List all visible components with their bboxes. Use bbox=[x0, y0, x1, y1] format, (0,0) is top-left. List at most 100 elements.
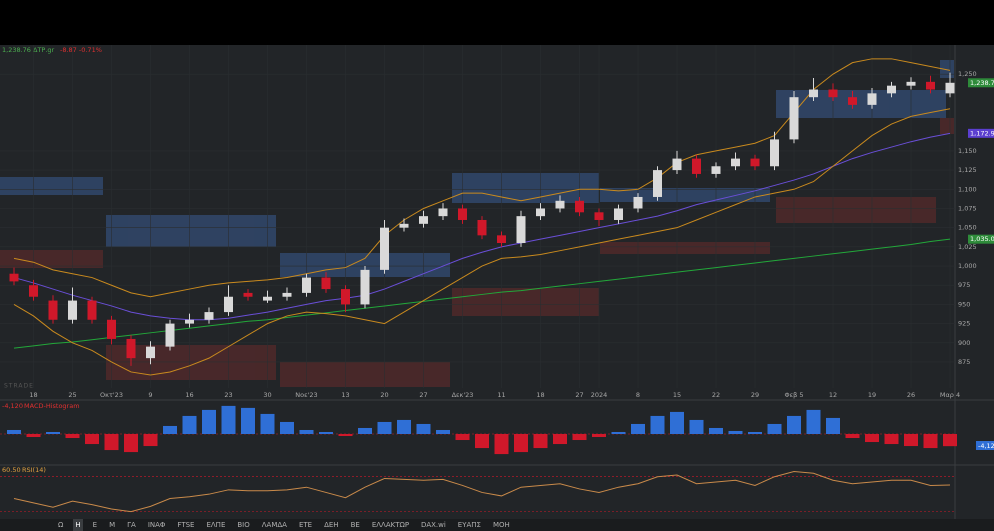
candle-body bbox=[887, 85, 896, 94]
histogram-bar bbox=[358, 427, 372, 434]
histogram-bar bbox=[280, 421, 294, 434]
histogram-bar bbox=[884, 434, 899, 445]
toolbar-tab[interactable]: ΔΕΗ bbox=[324, 521, 339, 529]
toolbar-tab[interactable]: DAX.wi bbox=[421, 521, 446, 529]
histogram-bar bbox=[104, 434, 119, 451]
candle-body bbox=[945, 82, 955, 94]
zone bbox=[0, 177, 103, 195]
x-tick-label: 26 bbox=[907, 391, 915, 399]
histogram-bar bbox=[163, 425, 177, 434]
x-tick-label: 20 bbox=[380, 391, 388, 399]
candle-body bbox=[653, 170, 662, 197]
histogram-bar bbox=[748, 431, 762, 434]
zone bbox=[280, 362, 450, 387]
x-tick-label: Μαρ 4 bbox=[940, 391, 960, 399]
candle-body bbox=[302, 277, 311, 293]
candle-body bbox=[848, 97, 857, 105]
price-label: 1,238.76 bbox=[970, 79, 994, 87]
toolbar-tab[interactable]: Η bbox=[73, 519, 83, 531]
histogram-bar bbox=[319, 431, 333, 434]
candle-body bbox=[926, 81, 935, 90]
toolbar-tab[interactable]: ΜΟΗ bbox=[492, 521, 510, 529]
x-tick-label: 25 bbox=[68, 391, 76, 399]
toolbar-tab[interactable]: Ω bbox=[58, 521, 64, 529]
histogram-bar bbox=[709, 427, 723, 434]
price-label: 1,172.9 bbox=[970, 129, 994, 137]
candle-body bbox=[672, 158, 682, 171]
macd-last: -4,120 bbox=[2, 402, 23, 410]
x-tick-label: 27 bbox=[419, 391, 427, 399]
histogram-bar bbox=[65, 434, 80, 439]
candle-body bbox=[341, 289, 350, 305]
toolbar-tab[interactable]: Ε bbox=[92, 521, 98, 529]
candle-body bbox=[243, 292, 253, 297]
zone bbox=[600, 242, 770, 254]
histogram-bar bbox=[397, 419, 411, 434]
toolbar-tab[interactable]: ΒΕ bbox=[350, 521, 360, 529]
candle-body bbox=[594, 212, 604, 220]
toolbar: Ω Η Ε Μ ΓΑ ΙΝΑΦ FTSE ΕΛΠΕ ΒΙΟ ΛΑΜΔΑ ΕΤΕ ΔΕΗ ΒΕ ΕΛΛΑΚΤ… bbox=[0, 519, 994, 531]
candle-body bbox=[575, 200, 584, 213]
toolbar-tab[interactable]: ΕΥΑΠΣ bbox=[457, 521, 481, 529]
y-tick-label: 1,150 bbox=[958, 147, 977, 155]
toolbar-tab[interactable]: ΕΤΕ bbox=[298, 521, 313, 529]
x-tick-label: 29 bbox=[751, 391, 759, 399]
histogram-bar bbox=[7, 429, 21, 434]
candle-body bbox=[87, 300, 97, 320]
chart: 1,238.76 ΔΤΡ.gr -8.87 -0.71% STRADE -4,1… bbox=[0, 0, 994, 519]
histogram-bar bbox=[865, 434, 879, 443]
macd-last-box-label: -4,120 bbox=[978, 442, 994, 450]
zone bbox=[452, 173, 599, 203]
histogram-bar bbox=[338, 434, 353, 437]
toolbar-tab[interactable]: ΛΑΜΔΑ bbox=[261, 521, 287, 529]
header-price: 1,238.76 ΔΤΡ.gr bbox=[2, 46, 55, 54]
histogram-bar bbox=[923, 434, 938, 449]
candle-body bbox=[555, 200, 565, 209]
x-tick-label: 15 bbox=[673, 391, 681, 399]
histogram-bar bbox=[631, 423, 645, 434]
histogram-bar bbox=[845, 434, 860, 439]
candle-body bbox=[789, 97, 799, 140]
x-tick-label: 16 bbox=[185, 391, 193, 399]
candle-body bbox=[438, 208, 448, 217]
toolbar-tab[interactable]: ΓΑ bbox=[127, 521, 136, 529]
x-tick-label: Νοε'23 bbox=[295, 391, 317, 399]
histogram-bar bbox=[514, 434, 528, 453]
candle-body bbox=[770, 139, 779, 167]
histogram-bar bbox=[553, 434, 567, 445]
y-tick-label: 900 bbox=[958, 339, 970, 347]
candle-body bbox=[9, 273, 19, 282]
y-tick-label: 1,075 bbox=[958, 204, 977, 212]
candle-body bbox=[126, 338, 136, 359]
histogram-bar bbox=[455, 434, 470, 441]
candle-body bbox=[29, 285, 38, 297]
histogram-bar bbox=[904, 434, 918, 447]
x-tick-label: Οκτ'23 bbox=[100, 391, 123, 399]
candle-body bbox=[458, 208, 467, 220]
histogram-bar bbox=[650, 415, 665, 434]
histogram-bar bbox=[26, 434, 41, 438]
zone bbox=[940, 118, 954, 134]
rsi-line bbox=[13, 470, 951, 513]
toolbar-tab[interactable]: ΒΙΟ bbox=[237, 521, 250, 529]
toolbar-tab[interactable]: ΕΛΛΑΚΤΩΡ bbox=[371, 521, 410, 529]
rsi-last: 60.50 bbox=[2, 466, 21, 474]
x-tick-label: 13 bbox=[341, 391, 349, 399]
histogram-bar bbox=[611, 431, 626, 434]
overlay-line bbox=[13, 108, 951, 376]
histogram-bar bbox=[806, 409, 821, 434]
x-tick-label: 22 bbox=[712, 391, 720, 399]
y-tick-label: 1,025 bbox=[958, 243, 977, 251]
candle-body bbox=[497, 235, 506, 244]
macd-last-box bbox=[976, 441, 994, 450]
histogram-bar bbox=[592, 434, 606, 438]
toolbar-tab[interactable]: ΙΝΑΦ bbox=[147, 521, 166, 529]
x-tick-label: 8 bbox=[636, 391, 640, 399]
histogram-bar bbox=[416, 423, 431, 434]
histogram-bar bbox=[943, 434, 957, 447]
toolbar-tab[interactable]: FTSE bbox=[177, 521, 195, 529]
toolbar-tab[interactable]: Μ bbox=[109, 521, 116, 529]
candle-body bbox=[828, 89, 838, 98]
price-label-box bbox=[968, 234, 994, 244]
toolbar-tab[interactable]: ΕΛΠΕ bbox=[206, 521, 226, 529]
